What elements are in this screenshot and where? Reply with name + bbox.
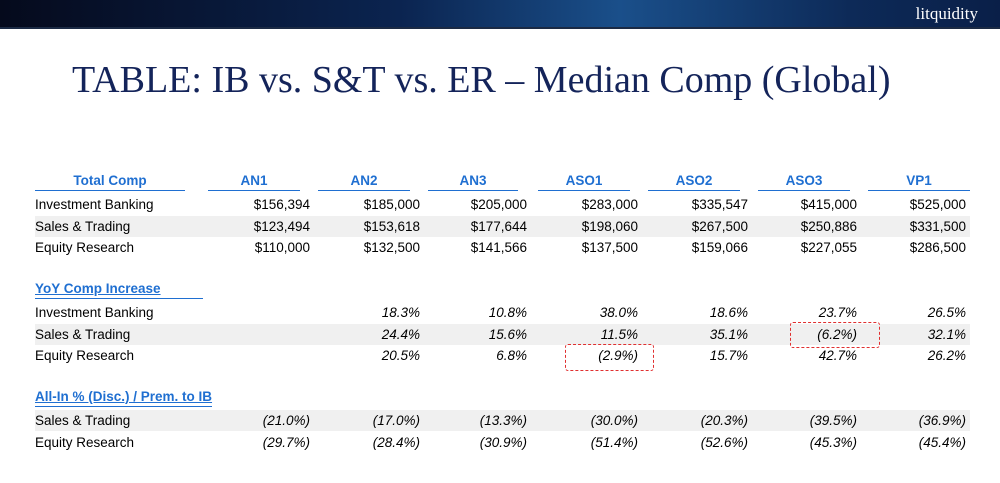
cell-value: 42.7% xyxy=(818,348,857,364)
cell-value: 15.7% xyxy=(709,348,748,364)
cell-value: (45.3%) xyxy=(809,434,857,450)
cell-value: (17.0%) xyxy=(372,413,420,428)
cell-value: 18.3% xyxy=(381,305,420,320)
cell-value: (36.9%) xyxy=(918,413,966,428)
cell-value: $123,494 xyxy=(253,218,310,234)
cell-value: $331,500 xyxy=(909,218,966,234)
highlight-box xyxy=(790,322,880,348)
row-label: Sales & Trading xyxy=(35,326,131,342)
cell-value: 38.0% xyxy=(599,305,638,320)
cell-value: 24.4% xyxy=(381,326,420,342)
column-header: ASO2 xyxy=(648,173,740,191)
table-row: Sales & Trading (21.0%) (17.0%) (13.3%) (30.… xyxy=(35,410,970,431)
table-row: Sales & Trading 24.4% 15.6% 11.5% 35.1% (6.2%… xyxy=(35,323,970,345)
table-row: Equity Research (29.7%) (28.4%) (30.9%) (51.… xyxy=(35,432,970,453)
cell-value: $110,000 xyxy=(254,240,310,256)
cell-value: (20.3%) xyxy=(700,413,748,428)
cell-value: 26.2% xyxy=(927,348,966,364)
cell-value: $141,566 xyxy=(470,240,527,256)
cell-value: (52.6%) xyxy=(700,434,748,450)
cell-value: (28.4%) xyxy=(372,434,420,450)
table-row: Sales & Trading $123,494 $153,618 $177,644 $… xyxy=(35,215,970,237)
cell-value: $156,394 xyxy=(253,197,310,212)
cell-value: $227,055 xyxy=(800,240,857,256)
cell-value: 11.5% xyxy=(600,326,638,342)
highlight-box xyxy=(565,344,654,371)
row-label: Investment Banking xyxy=(35,305,154,320)
row-label: Equity Research xyxy=(35,434,135,450)
row-label: Sales & Trading xyxy=(35,218,131,234)
cell-value: $267,500 xyxy=(691,218,748,234)
table-row: Investment Banking 18.3% 10.8% 38.0% 18.6% 23… xyxy=(35,302,970,323)
row-label: Equity Research xyxy=(35,348,135,364)
cell-value: (45.4%) xyxy=(918,434,966,450)
cell-value: $185,000 xyxy=(363,197,420,212)
table-row: Equity Research $110,000 $132,500 $141,566 $… xyxy=(35,237,970,258)
section-title-yoy: YoY Comp Increase xyxy=(35,281,203,299)
header-bar: litquidity xyxy=(0,0,1000,29)
cell-value: $525,000 xyxy=(909,197,966,212)
cell-value: 20.5% xyxy=(381,348,420,364)
table-row: Investment Banking $156,394 $185,000 $205,0… xyxy=(35,194,970,215)
cell-value: $159,066 xyxy=(691,240,748,256)
cell-value: 10.8% xyxy=(488,305,527,320)
section-title-allin: All-In % (Disc.) / Prem. to IB xyxy=(35,389,213,407)
cell-value: 26.5% xyxy=(927,305,966,320)
cell-value: 15.6% xyxy=(488,326,527,342)
cell-value: 18.6% xyxy=(709,305,748,320)
row-label: Investment Banking xyxy=(35,197,154,212)
cell-value: 6.8% xyxy=(496,348,527,364)
column-header: ASO1 xyxy=(538,173,630,191)
cell-value: $415,000 xyxy=(800,197,857,212)
cell-value: (6.2%) xyxy=(817,326,857,342)
cell-value: (29.7%) xyxy=(262,434,310,450)
cell-value: $153,618 xyxy=(363,218,420,234)
cell-value: (21.0%) xyxy=(262,413,310,428)
cell-value: $137,500 xyxy=(581,240,638,256)
row-label: Equity Research xyxy=(35,240,135,256)
column-header: ASO3 xyxy=(758,173,850,191)
brand-logo: litquidity xyxy=(915,4,978,23)
column-header-row: Total Comp AN1 AN2 AN3 ASO1 ASO2 ASO3 VP1 xyxy=(0,173,1000,193)
cell-value: $286,500 xyxy=(909,240,966,256)
cell-value: 35.1% xyxy=(709,326,748,342)
cell-value: $132,500 xyxy=(363,240,420,256)
cell-value: (13.3%) xyxy=(479,413,527,428)
page-title: TABLE: IB vs. S&T vs. ER – Median Comp (… xyxy=(72,59,891,101)
cell-value: $205,000 xyxy=(470,197,527,212)
cell-value: $198,060 xyxy=(581,218,638,234)
cell-value: $283,000 xyxy=(581,197,638,212)
cell-value: (39.5%) xyxy=(809,413,857,428)
cell-value: 23.7% xyxy=(818,305,857,320)
table-row: Equity Research 20.5% 6.8% (2.9%) 15.7% 42.7%… xyxy=(35,345,970,366)
cell-value: $177,644 xyxy=(470,218,527,234)
column-header: AN3 xyxy=(428,173,518,191)
column-header: AN2 xyxy=(318,173,410,191)
column-header: VP1 xyxy=(868,173,970,191)
column-header: Total Comp xyxy=(35,173,185,191)
cell-value: $250,886 xyxy=(800,218,857,234)
cell-value: 32.1% xyxy=(927,326,966,342)
cell-value: (51.4%) xyxy=(590,434,638,450)
cell-value: $335,547 xyxy=(691,197,748,212)
cell-value: (30.0%) xyxy=(590,413,638,428)
cell-value: (2.9%) xyxy=(598,348,638,364)
cell-value: (30.9%) xyxy=(479,434,527,450)
column-header: AN1 xyxy=(208,173,300,191)
row-label: Sales & Trading xyxy=(35,413,131,428)
